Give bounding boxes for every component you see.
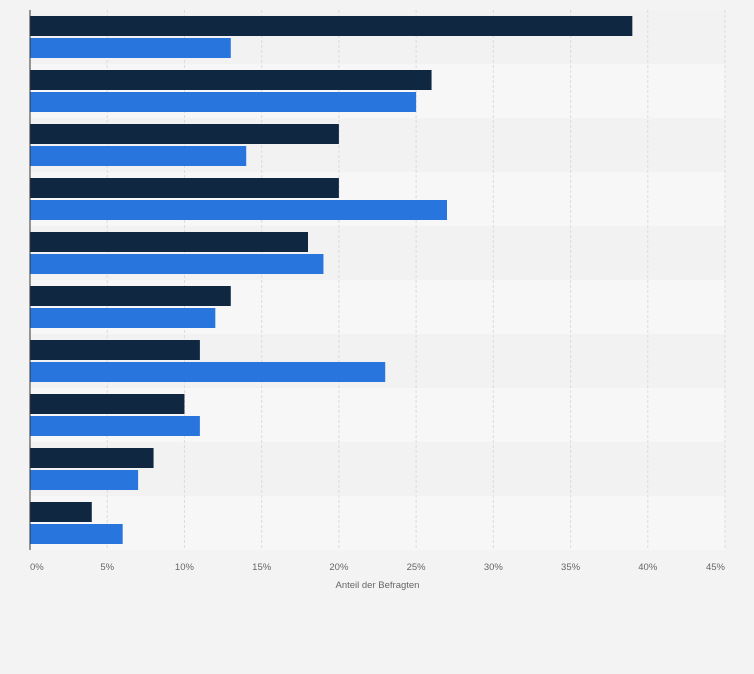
x-tick-label: 20% — [329, 562, 349, 573]
bar-series-1 — [30, 178, 339, 198]
bar-series-2 — [30, 200, 447, 220]
bar-series-1 — [30, 232, 308, 252]
x-tick-label: 40% — [638, 562, 658, 573]
bar-series-2 — [30, 38, 231, 58]
bar-series-1 — [30, 286, 231, 306]
bar-series-2 — [30, 416, 200, 436]
bar-series-1 — [30, 448, 154, 468]
bar-series-2 — [30, 470, 139, 490]
bar-series-2 — [30, 146, 247, 166]
bar-series-2 — [30, 362, 386, 382]
x-tick-label: 0% — [30, 562, 44, 573]
x-tick-label: 5% — [100, 562, 114, 573]
x-tick-label: 35% — [561, 562, 581, 573]
bar-series-1 — [30, 70, 432, 90]
x-tick-label: 30% — [484, 562, 504, 573]
bar-series-2 — [30, 92, 417, 112]
bar-series-1 — [30, 340, 200, 360]
bar-series-2 — [30, 524, 123, 544]
x-tick-labels: 0% 5% 10% 15% 20% 25% 30% 35% 40% 45% — [30, 562, 726, 573]
bar-series-2 — [30, 308, 216, 328]
x-axis-label: Anteil der Befragten — [336, 580, 420, 591]
x-tick-label: 25% — [407, 562, 427, 573]
bar-series-1 — [30, 502, 92, 522]
bars — [30, 16, 633, 544]
bar-series-1 — [30, 394, 185, 414]
x-tick-label: 15% — [252, 562, 272, 573]
x-tick-label: 10% — [175, 562, 195, 573]
bar-series-2 — [30, 254, 324, 274]
row-bands — [30, 10, 725, 550]
bar-series-1 — [30, 124, 339, 144]
row-band — [30, 496, 725, 550]
x-tick-label: 45% — [706, 562, 726, 573]
bar-series-1 — [30, 16, 633, 36]
